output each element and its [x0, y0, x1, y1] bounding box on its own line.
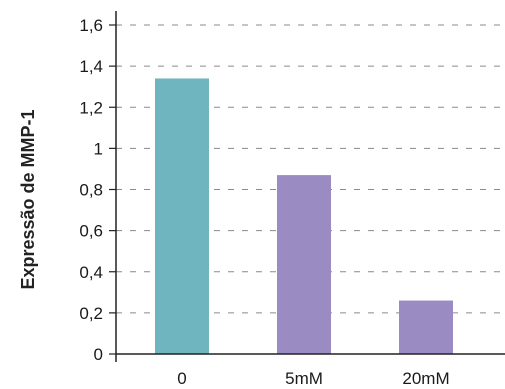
- bars: [155, 78, 453, 355]
- y-tick-label: 1,4: [79, 57, 103, 76]
- y-tick-labels: 0 0,2 0,4 0,6 0,8 1 1,2 1,4 1,6: [79, 16, 116, 364]
- y-tick-label: 0,8: [79, 181, 103, 200]
- y-tick-label: 0: [94, 345, 103, 364]
- y-tick-label: 1,6: [79, 16, 103, 35]
- x-tick-label: 5mM: [285, 369, 323, 388]
- y-axis-title: Expressão de MMP-1: [18, 109, 38, 289]
- axes: [115, 11, 505, 362]
- y-tick-label: 0,6: [79, 222, 103, 241]
- bar-20mM: [399, 300, 453, 354]
- y-tick-label: 0,4: [79, 263, 103, 282]
- y-tick-label: 1,2: [79, 98, 103, 117]
- y-tick-label: 0,2: [79, 304, 103, 323]
- x-tick-label: 0: [177, 369, 186, 388]
- x-tick-labels: 0 5mM 20mM: [177, 369, 449, 388]
- bar-0: [155, 78, 209, 355]
- x-tick-label: 20mM: [402, 369, 449, 388]
- bar-5mM: [277, 175, 331, 354]
- y-tick-label: 1: [94, 139, 103, 158]
